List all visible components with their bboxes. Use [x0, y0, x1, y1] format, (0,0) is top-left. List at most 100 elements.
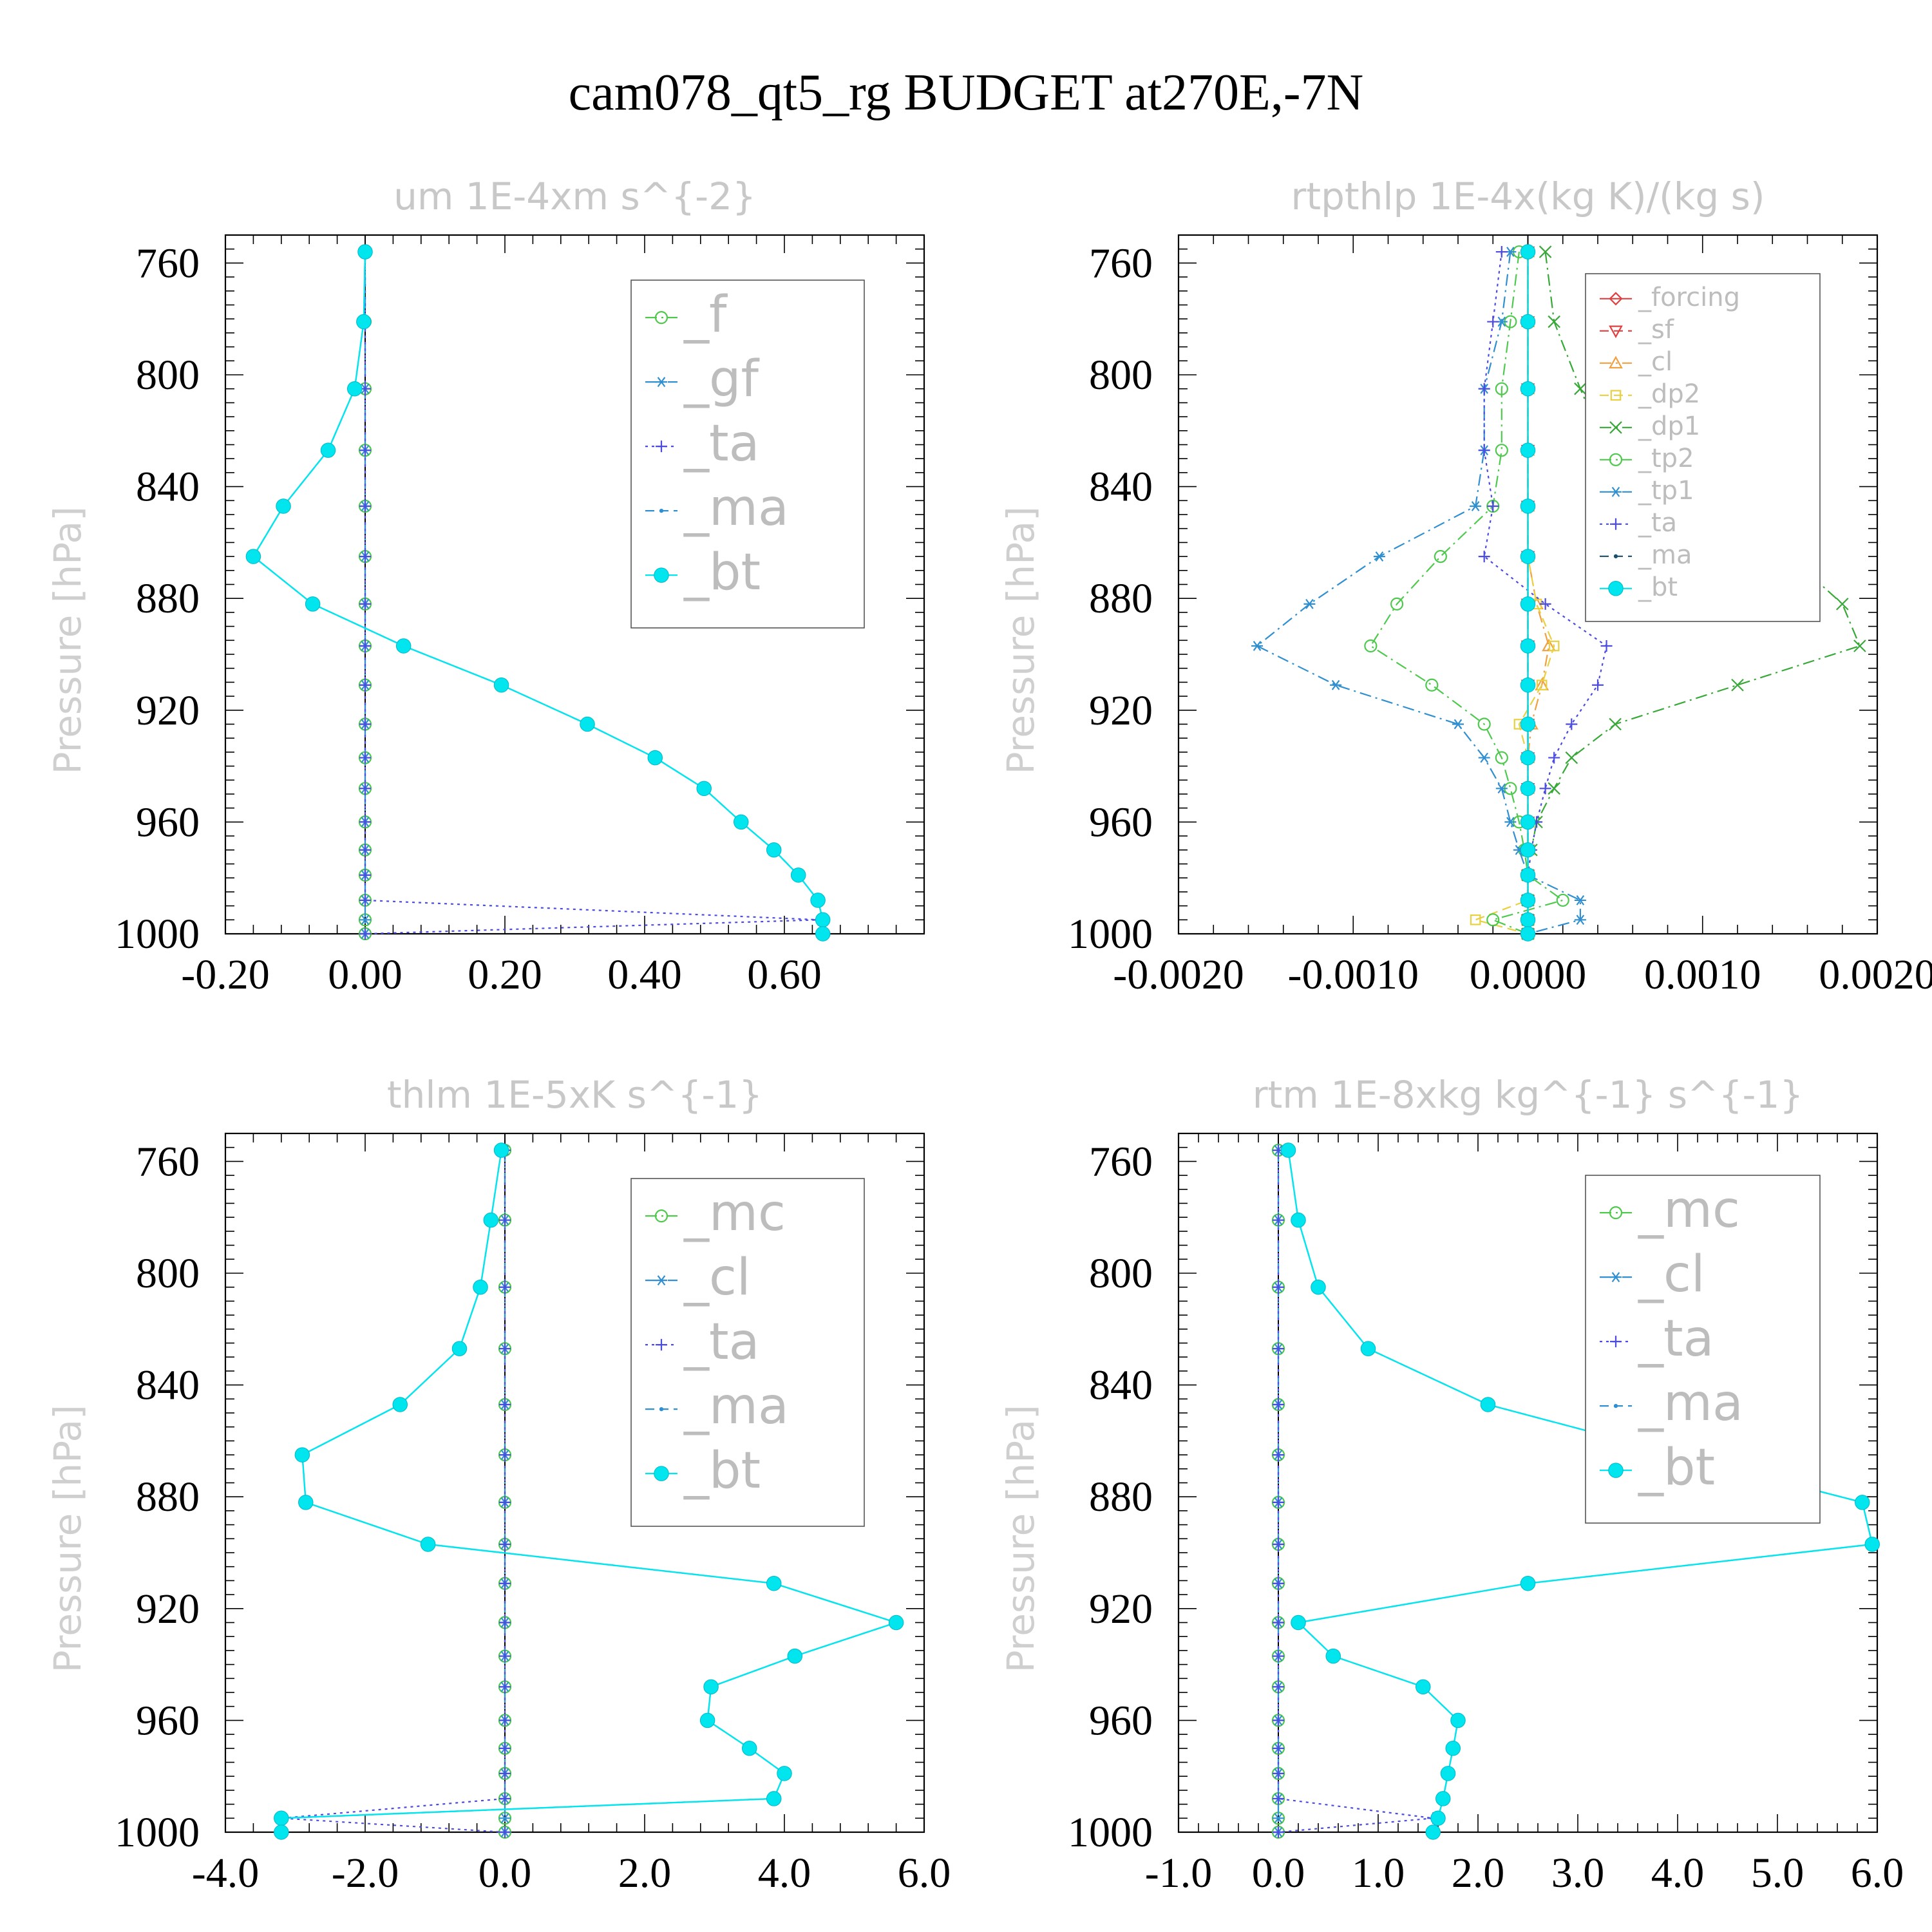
- legend: _f _gf _ta _ma _bt: [630, 279, 865, 629]
- legend-marker: [1608, 581, 1624, 596]
- data-point: [1273, 1813, 1284, 1824]
- data-point: [1360, 1341, 1376, 1356]
- data-point: [1520, 814, 1536, 830]
- data-point: [1520, 716, 1536, 732]
- data-point: [1548, 640, 1560, 652]
- data-point: [790, 867, 806, 883]
- data-point: [888, 1615, 904, 1631]
- y-tick-label: 800: [1089, 1250, 1153, 1297]
- x-tick-label: -2.0: [332, 1850, 399, 1897]
- data-point: [1273, 1343, 1284, 1355]
- x-tick-label: 4.0: [1651, 1850, 1705, 1897]
- data-point: [320, 442, 336, 458]
- legend-label: _tp1: [1638, 476, 1694, 506]
- legend-label: _bt: [1638, 1439, 1715, 1497]
- data-point: [499, 1650, 511, 1662]
- data-point: [359, 752, 371, 764]
- legend: _mc _cl _ta _ma _bt: [630, 1178, 865, 1527]
- legend-marker: [656, 377, 667, 388]
- data-point: [1478, 444, 1490, 457]
- data-point: [356, 314, 372, 330]
- y-tick-label: 800: [136, 352, 200, 399]
- legend: _mc _cl _ta _ma _bt: [1585, 1175, 1821, 1524]
- y-tick-label: 920: [136, 1586, 200, 1633]
- data-point: [499, 1792, 511, 1804]
- data-point: [1864, 1537, 1880, 1552]
- legend-marker: [1610, 1336, 1622, 1348]
- data-point: [1273, 1398, 1284, 1410]
- data-point: [1556, 893, 1569, 907]
- data-point: [696, 781, 712, 797]
- y-tick-label: 840: [136, 464, 200, 511]
- plot-1: um 1E-4xm s^{-2} 760 800 840 880 920 960 1000-0…: [46, 175, 925, 998]
- data-point: [499, 1496, 511, 1508]
- data-point: [499, 1813, 511, 1824]
- data-point: [1495, 751, 1508, 764]
- data-point: [1520, 867, 1536, 883]
- y-tick-label: 1000: [115, 1809, 200, 1856]
- data-point: [766, 1791, 782, 1806]
- data-point: [1480, 1397, 1496, 1412]
- legend-marker: [656, 440, 667, 453]
- plot-2: rtpthlp 1E-4x(kg K)/(kg s) 760 800 840 880 92…: [999, 175, 1932, 998]
- legend-label: _bt: [683, 1442, 761, 1500]
- data-point: [1445, 1741, 1461, 1756]
- y-tick-label: 960: [1089, 799, 1153, 846]
- data-point: [703, 1679, 719, 1695]
- data-point: [499, 1281, 511, 1293]
- data-point: [392, 1397, 408, 1412]
- plot-title: um 1E-4xm s^{-2}: [393, 175, 756, 218]
- data-point: [1520, 638, 1536, 654]
- data-point: [1731, 678, 1744, 692]
- data-point: [1855, 1495, 1870, 1510]
- data-point: [1478, 752, 1490, 763]
- data-point: [1364, 639, 1378, 653]
- y-tick-label: 960: [136, 799, 200, 846]
- data-point: [1425, 678, 1439, 692]
- data-point: [1416, 1679, 1431, 1695]
- data-point: [1566, 718, 1578, 730]
- data-point: [359, 869, 371, 881]
- data-point: [1592, 679, 1604, 691]
- data-point: [1520, 781, 1536, 797]
- data-point: [1478, 383, 1490, 395]
- plot-3: thlm 1E-5xK s^{-1} 760 800 840 880 920 960 1000…: [46, 1073, 951, 1897]
- y-axis-label: Pressure [hPa]: [999, 1405, 1043, 1672]
- data-point: [359, 444, 371, 457]
- y-tick-label: 920: [136, 687, 200, 734]
- data-point: [1520, 926, 1536, 942]
- data-point: [787, 1648, 803, 1664]
- x-tick-label: 2.0: [618, 1850, 672, 1897]
- legend-box: [630, 279, 865, 629]
- data-point: [1434, 549, 1447, 564]
- data-point: [1291, 1615, 1306, 1631]
- data-point: [499, 1449, 511, 1461]
- data-point: [1520, 677, 1536, 693]
- data-point: [499, 1681, 511, 1693]
- data-point: [274, 1824, 289, 1840]
- data-point: [499, 1398, 511, 1410]
- legend-marker: [1613, 1404, 1618, 1408]
- legend-box: [1585, 273, 1821, 622]
- series-line: [281, 1150, 506, 1833]
- legend-marker: [1609, 292, 1623, 306]
- y-tick-label: 880: [136, 1473, 200, 1520]
- legend-marker: [1608, 1463, 1624, 1478]
- data-point: [1574, 895, 1586, 905]
- data-point: [1520, 498, 1536, 514]
- legend-marker: [659, 509, 664, 513]
- plots-group: um 1E-4xm s^{-2}7608008408809209601000-0…: [46, 175, 1932, 1897]
- x-tick-label: 0.20: [468, 951, 542, 998]
- data-point: [742, 1741, 757, 1756]
- data-point: [1609, 717, 1622, 731]
- data-point: [1280, 1142, 1296, 1158]
- legend-label: _bt: [683, 544, 761, 601]
- data-point: [451, 1341, 468, 1356]
- y-tick-label: 840: [1089, 464, 1153, 511]
- data-point: [1495, 444, 1508, 457]
- data-point: [647, 750, 663, 766]
- data-point: [1273, 1742, 1284, 1754]
- legend-marker: [1609, 355, 1623, 369]
- y-axis-label: Pressure [hPa]: [46, 506, 90, 774]
